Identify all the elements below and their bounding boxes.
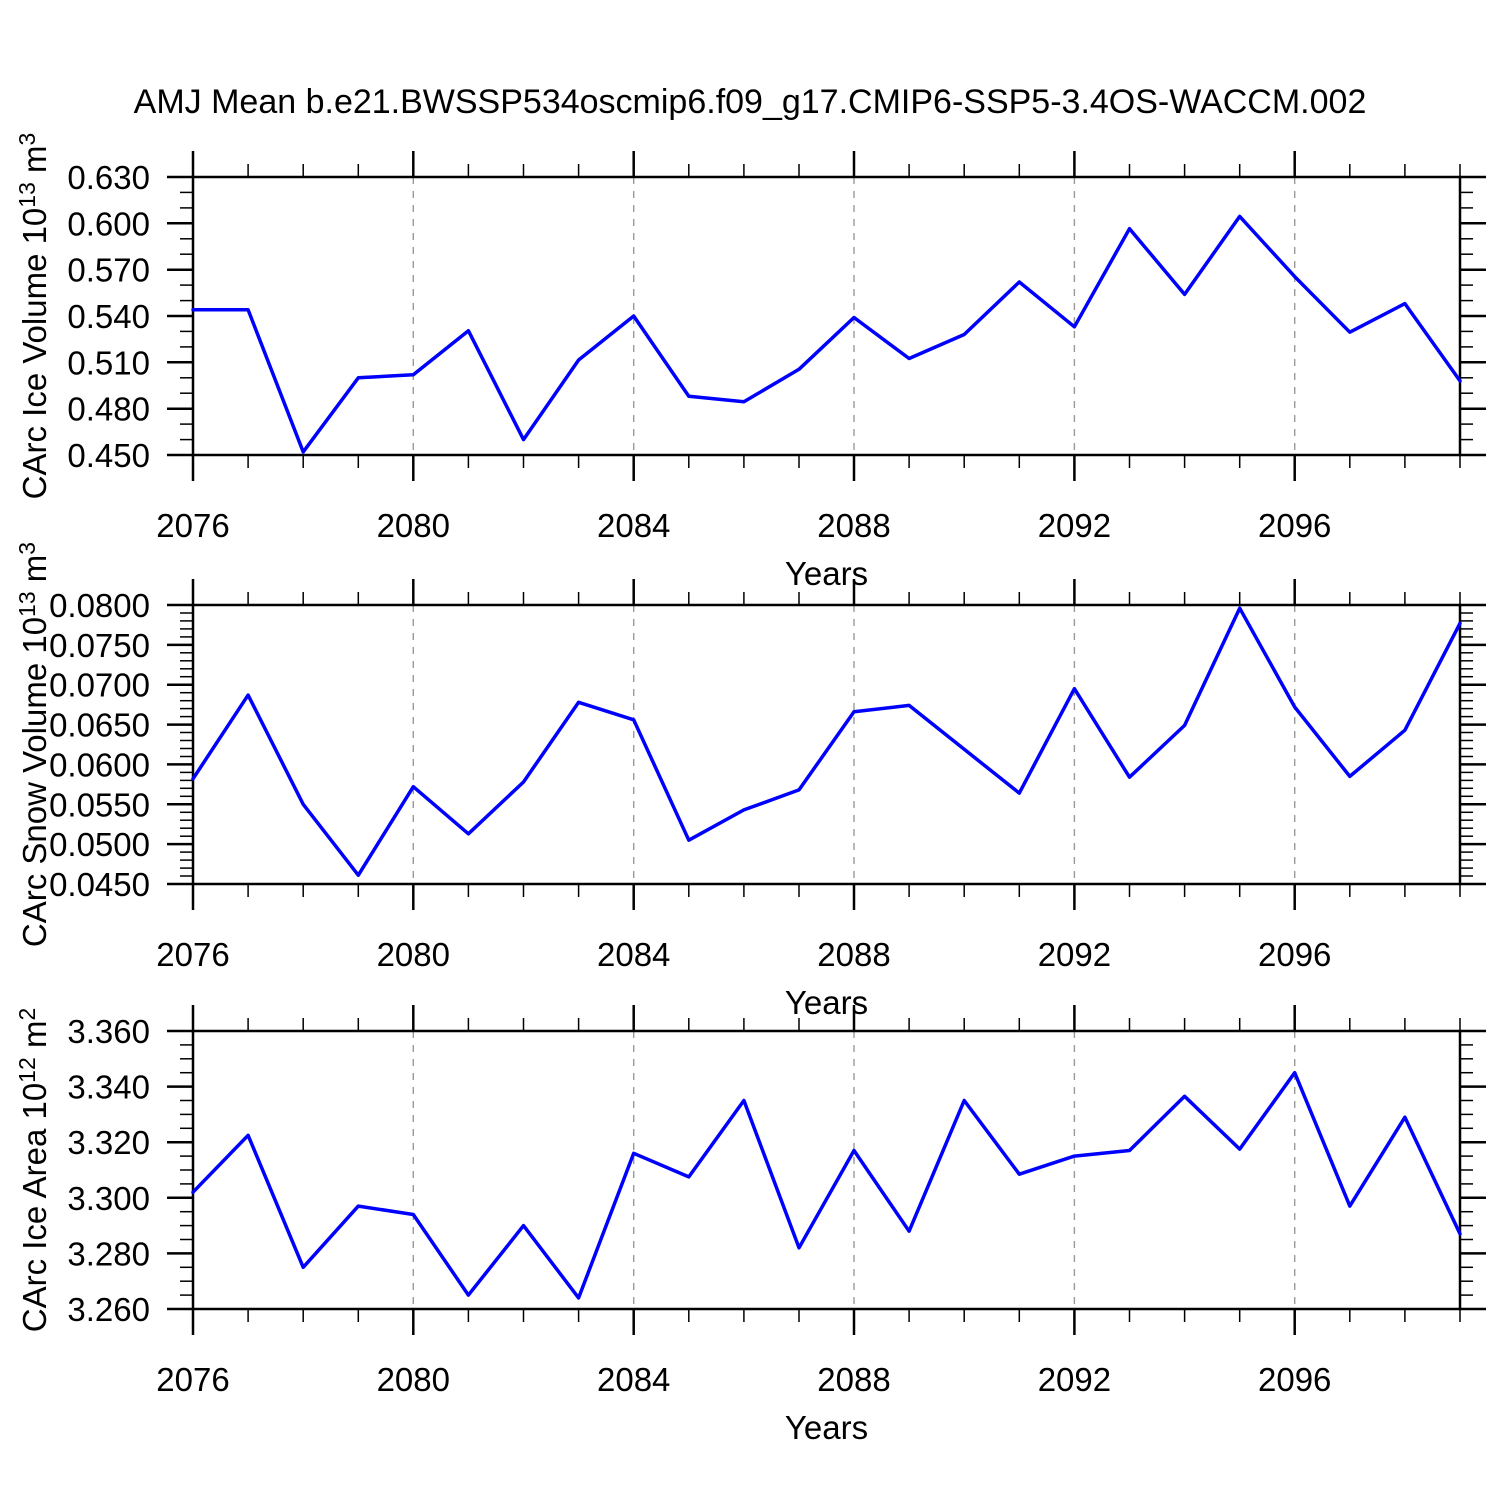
x-tick-label: 2092	[1038, 1361, 1111, 1398]
x-tick-label: 2096	[1258, 936, 1331, 973]
plot-title: AMJ Mean b.e21.BWSSP534oscmip6.f09_g17.C…	[134, 83, 1367, 121]
panel-snow-volume: 0.08000.07500.07000.06500.06000.05500.05…	[14, 542, 1486, 1021]
y-tick-label: 3.340	[67, 1069, 150, 1106]
y-tick-label: 0.0800	[49, 587, 150, 624]
x-tick-label: 2076	[156, 507, 229, 544]
y-tick-label: 0.600	[67, 205, 150, 242]
x-tick-label: 2080	[377, 507, 450, 544]
y-tick-label: 0.450	[67, 437, 150, 474]
y-tick-label: 0.0750	[49, 627, 150, 664]
y-axis-title-unit: m	[16, 145, 53, 182]
y-axis-title-unit-exponent: 3	[14, 542, 40, 555]
ice-volume-line	[191, 214, 1462, 454]
y-axis-title: CArc Ice Volume 1013 m3	[14, 133, 53, 500]
y-tick-label: 3.320	[67, 1124, 150, 1161]
snow-volume-line	[191, 606, 1462, 877]
y-tick-label: 0.0600	[49, 746, 150, 783]
x-tick-label: 2096	[1258, 507, 1331, 544]
x-tick-label: 2096	[1258, 1361, 1331, 1398]
x-tick-label: 2084	[597, 936, 670, 973]
y-tick-label: 0.0500	[49, 826, 150, 863]
y-tick-label: 0.480	[67, 391, 150, 428]
y-tick-label: 0.0450	[49, 866, 150, 903]
y-tick-label: 0.540	[67, 298, 150, 335]
y-axis-title: CArc Snow Volume 1013 m3	[14, 542, 53, 947]
y-tick-label: 3.260	[67, 1291, 150, 1328]
y-axis-title: CArc Ice Area 1012 m2	[14, 1008, 53, 1333]
panel-border	[191, 175, 1462, 457]
x-tick-label: 2088	[817, 936, 890, 973]
y-axis-title-exponent: 12	[14, 1057, 40, 1083]
y-axis-title-unit: m	[16, 1021, 53, 1058]
y-tick-label: 0.630	[67, 159, 150, 196]
ice-area-line	[191, 1070, 1462, 1300]
y-axis-title-unit: m	[16, 555, 53, 592]
y-tick-label: 0.0650	[49, 707, 150, 744]
x-tick-label: 2088	[817, 1361, 890, 1398]
y-axis-title-exponent: 13	[14, 182, 40, 208]
y-axis-title-unit-exponent: 2	[14, 1008, 40, 1021]
y-axis-title-exponent: 13	[14, 591, 40, 617]
y-tick-label: 3.360	[67, 1013, 150, 1050]
y-tick-label: 0.0700	[49, 667, 150, 704]
x-axis-title: Years	[785, 555, 868, 592]
y-axis-title-unit-exponent: 3	[14, 133, 40, 146]
y-tick-label: 3.300	[67, 1180, 150, 1217]
x-tick-label: 2084	[597, 507, 670, 544]
x-tick-label: 2080	[377, 1361, 450, 1398]
panel-border	[191, 603, 1462, 886]
x-tick-label: 2092	[1038, 507, 1111, 544]
x-axis-title: Years	[785, 984, 868, 1021]
y-tick-label: 0.570	[67, 252, 150, 289]
y-tick-label: 3.280	[67, 1235, 150, 1272]
panel-border	[191, 1029, 1462, 1311]
y-tick-label: 0.0550	[49, 786, 150, 823]
x-tick-label: 2076	[156, 1361, 229, 1398]
x-axis-title: Years	[785, 1409, 868, 1446]
x-tick-label: 2076	[156, 936, 229, 973]
x-tick-label: 2080	[377, 936, 450, 973]
y-tick-label: 0.510	[67, 344, 150, 381]
x-tick-label: 2092	[1038, 936, 1111, 973]
x-tick-label: 2084	[597, 1361, 670, 1398]
x-tick-label: 2088	[817, 507, 890, 544]
